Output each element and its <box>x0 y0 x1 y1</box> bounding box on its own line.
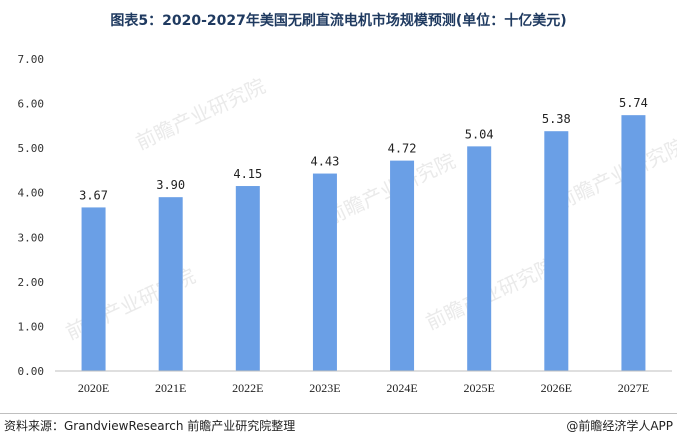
y-tick-label: 0.00 <box>18 365 45 378</box>
y-tick-label: 7.00 <box>18 53 45 66</box>
bar-value-label: 4.15 <box>233 167 262 181</box>
bar[interactable] <box>467 146 492 371</box>
bar-value-label: 5.04 <box>465 127 494 141</box>
watermark-text: 前瞻产业研究院 <box>552 134 677 215</box>
x-tick-label: 2024E <box>386 381 417 395</box>
source-note: 资料来源：GrandviewResearch 前瞻产业研究院整理 <box>4 419 296 433</box>
chart-title: 图表5：2020-2027年美国无刷直流电机市场规模预测(单位：十亿美元) <box>110 13 567 29</box>
y-axis-ticks: 0.00 1.00 2.00 3.00 4.00 5.00 6.00 7.00 <box>18 53 45 378</box>
bar-value-label: 5.38 <box>542 112 571 126</box>
x-tick-label: 2023E <box>309 381 340 395</box>
bar-value-label: 4.72 <box>388 142 417 156</box>
bar-series: 3.67 3.90 4.15 4.43 4.72 5.04 5.38 5.74 <box>79 96 648 371</box>
y-tick-label: 3.00 <box>18 231 45 244</box>
bar-value-label: 5.74 <box>619 96 648 110</box>
x-axis-ticks: 2020E 2021E 2022E 2023E 2024E 2025E 2026E 2027E <box>78 381 649 395</box>
x-tick-label: 2021E <box>155 381 186 395</box>
bar[interactable] <box>390 160 415 371</box>
bar-value-label: 4.43 <box>310 155 339 169</box>
y-tick-label: 5.00 <box>18 142 45 155</box>
bar[interactable] <box>312 173 337 371</box>
y-tick-label: 4.00 <box>18 187 45 200</box>
bar[interactable] <box>81 207 106 371</box>
bar-value-label: 3.90 <box>156 178 185 192</box>
bar-value-label: 3.67 <box>79 188 108 202</box>
x-tick-label: 2027E <box>618 381 649 395</box>
bar[interactable] <box>158 197 183 371</box>
watermark-text: 前瞻产业研究院 <box>132 74 269 155</box>
y-tick-label: 2.00 <box>18 276 45 289</box>
x-tick-label: 2025E <box>464 381 495 395</box>
footer-divider <box>0 413 677 414</box>
bar[interactable] <box>235 186 260 371</box>
x-tick-label: 2020E <box>78 381 109 395</box>
x-tick-label: 2026E <box>541 381 572 395</box>
y-tick-label: 1.00 <box>18 320 45 333</box>
watermark-layer: 前瞻产业研究院前瞻产业研究院前瞻产业研究院前瞻产业研究院前瞻产业研究院 <box>62 74 677 345</box>
x-tick-label: 2022E <box>232 381 263 395</box>
bar[interactable] <box>621 115 646 371</box>
bar[interactable] <box>544 131 569 371</box>
brand-credit: @前瞻经济学人APP <box>566 419 673 433</box>
y-tick-label: 6.00 <box>18 98 45 111</box>
